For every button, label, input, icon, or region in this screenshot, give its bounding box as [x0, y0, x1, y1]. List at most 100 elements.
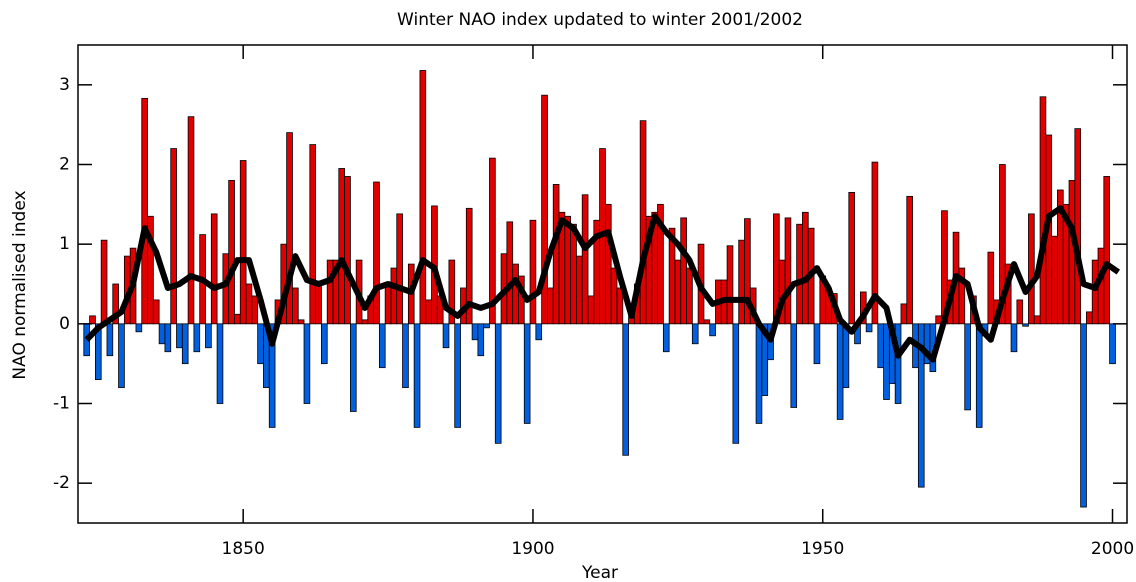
bar	[964, 323, 971, 411]
bar	[390, 267, 398, 325]
bar	[338, 168, 345, 325]
bar	[1022, 323, 1029, 327]
bar	[489, 157, 496, 325]
bar	[245, 283, 253, 325]
bar	[222, 253, 230, 325]
bar	[836, 323, 844, 420]
y-tick-label: -2	[53, 473, 70, 493]
bar	[1039, 96, 1047, 325]
bar	[975, 323, 983, 428]
bar	[193, 323, 201, 353]
bar	[100, 239, 108, 325]
bar	[958, 267, 966, 325]
bar	[529, 219, 537, 325]
bar	[210, 213, 218, 325]
x-tick-label: 1850	[222, 539, 265, 559]
bar	[181, 323, 189, 365]
bar	[396, 213, 403, 325]
bar	[581, 194, 589, 325]
bar	[465, 207, 473, 325]
bar	[662, 323, 670, 353]
bar	[228, 180, 235, 325]
bar	[344, 176, 351, 325]
bar	[1103, 176, 1111, 325]
bar	[234, 313, 241, 325]
bar	[900, 303, 908, 325]
bar	[506, 221, 514, 325]
bar	[1028, 213, 1035, 325]
bar	[552, 184, 560, 325]
bar	[378, 323, 386, 369]
bar	[297, 319, 305, 325]
bar	[709, 323, 716, 337]
y-tick-label: 3	[59, 75, 70, 95]
bar	[639, 120, 647, 325]
bar	[790, 323, 798, 408]
bar	[917, 323, 925, 488]
bar	[1080, 323, 1087, 508]
y-tick-label: 2	[59, 155, 70, 175]
bar	[616, 287, 624, 325]
bar	[848, 191, 856, 325]
bar	[419, 70, 427, 325]
y-tick-label: 0	[59, 314, 70, 334]
bar	[691, 323, 699, 345]
bar	[576, 255, 583, 325]
bar	[703, 319, 711, 325]
bar	[732, 323, 740, 444]
bar	[216, 323, 224, 404]
bar	[802, 211, 809, 325]
y-axis-label: NAO normalised index	[10, 190, 30, 379]
bar	[118, 323, 125, 388]
bar	[610, 267, 618, 325]
bar	[187, 116, 195, 325]
bar	[303, 323, 311, 404]
bar	[1033, 315, 1041, 325]
x-tick-label: 1900	[511, 539, 554, 559]
bar	[871, 161, 879, 325]
bar	[494, 323, 502, 444]
bar	[738, 239, 745, 325]
bar	[176, 323, 183, 349]
bar	[680, 217, 687, 325]
bar	[448, 259, 456, 325]
bar	[454, 323, 461, 428]
bar	[292, 287, 299, 325]
bar	[755, 323, 763, 424]
bar	[883, 323, 890, 400]
bar	[570, 223, 577, 325]
bar	[796, 223, 803, 325]
bar	[147, 215, 154, 325]
bar	[999, 164, 1006, 325]
bar	[326, 259, 334, 325]
bar	[686, 267, 693, 325]
bar	[726, 245, 734, 325]
bar	[257, 323, 264, 365]
bar	[361, 319, 369, 325]
bar	[141, 97, 148, 325]
bar	[112, 283, 119, 325]
bar	[152, 299, 160, 325]
bar	[384, 283, 392, 325]
bar	[674, 259, 682, 325]
bar	[784, 217, 792, 325]
bar	[657, 203, 664, 325]
bar	[1010, 323, 1018, 353]
bar	[842, 323, 850, 388]
bar	[268, 323, 276, 428]
bar	[135, 323, 143, 333]
bar	[477, 323, 485, 357]
bar	[604, 203, 612, 325]
bar	[813, 323, 821, 365]
bar	[622, 323, 629, 456]
bar	[1086, 311, 1093, 325]
bar	[535, 323, 543, 341]
y-tick-label: 1	[59, 234, 70, 254]
bar	[89, 315, 96, 325]
bar	[1091, 259, 1099, 325]
bar	[877, 323, 884, 369]
bar	[164, 323, 172, 353]
bar	[1074, 128, 1082, 325]
